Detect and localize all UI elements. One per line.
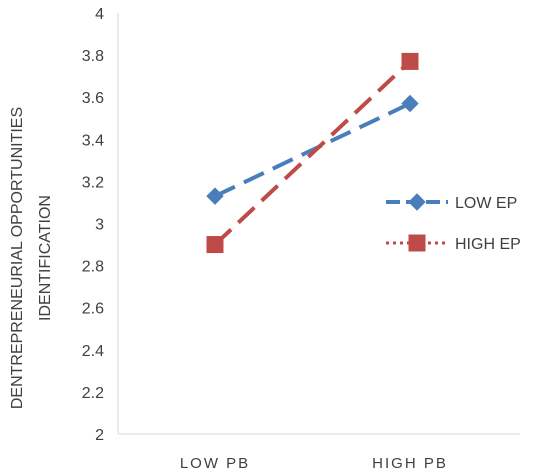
y-tick-label: 3.2 <box>82 174 104 191</box>
y-tick-label: 3.8 <box>82 48 104 65</box>
series-lines <box>213 59 412 247</box>
data-point <box>206 187 224 205</box>
legend-marker <box>408 193 426 211</box>
y-tick-label: 2.6 <box>82 301 104 318</box>
y-axis-title-line: IDENTIFICATION <box>37 195 54 321</box>
y-axis-tick-labels: 2 2.2 2.4 2.6 2.8 3 3.2 3.4 3.6 3.8 4 <box>82 6 104 444</box>
y-tick-label: 3.4 <box>82 132 104 149</box>
legend-entry-low-ep: LOW EP <box>386 193 517 212</box>
data-point <box>206 236 224 254</box>
series-markers <box>206 52 419 254</box>
series-line-low-ep <box>214 101 411 198</box>
y-tick-label: 2 <box>95 427 104 444</box>
y-tick-label: 2.4 <box>82 343 104 360</box>
x-axis-category-labels: LOW PB HIGH PB <box>180 455 448 472</box>
y-tick-label: 3 <box>95 217 104 234</box>
data-point <box>401 52 419 70</box>
x-category-label: HIGH PB <box>372 455 448 472</box>
y-tick-label: 3.6 <box>82 90 104 107</box>
legend-marker <box>408 234 426 252</box>
y-axis-title-line: DENTREPRENEURIAL OPPORTUNITIES <box>9 107 26 409</box>
data-point <box>401 94 419 113</box>
series-line-high-ep <box>213 59 412 247</box>
legend: LOW EP HIGH EP <box>386 193 521 253</box>
legend-label: HIGH EP <box>455 236 521 253</box>
y-axis-title: DENTREPRENEURIAL OPPORTUNITIES IDENTIFICA… <box>9 107 54 409</box>
y-tick-label: 2.8 <box>82 259 104 276</box>
y-tick-label: 2.2 <box>82 385 104 402</box>
x-category-label: LOW PB <box>180 455 250 472</box>
y-tick-label: 4 <box>95 6 104 23</box>
legend-label: LOW EP <box>455 195 517 212</box>
legend-entry-high-ep: HIGH EP <box>386 234 521 253</box>
